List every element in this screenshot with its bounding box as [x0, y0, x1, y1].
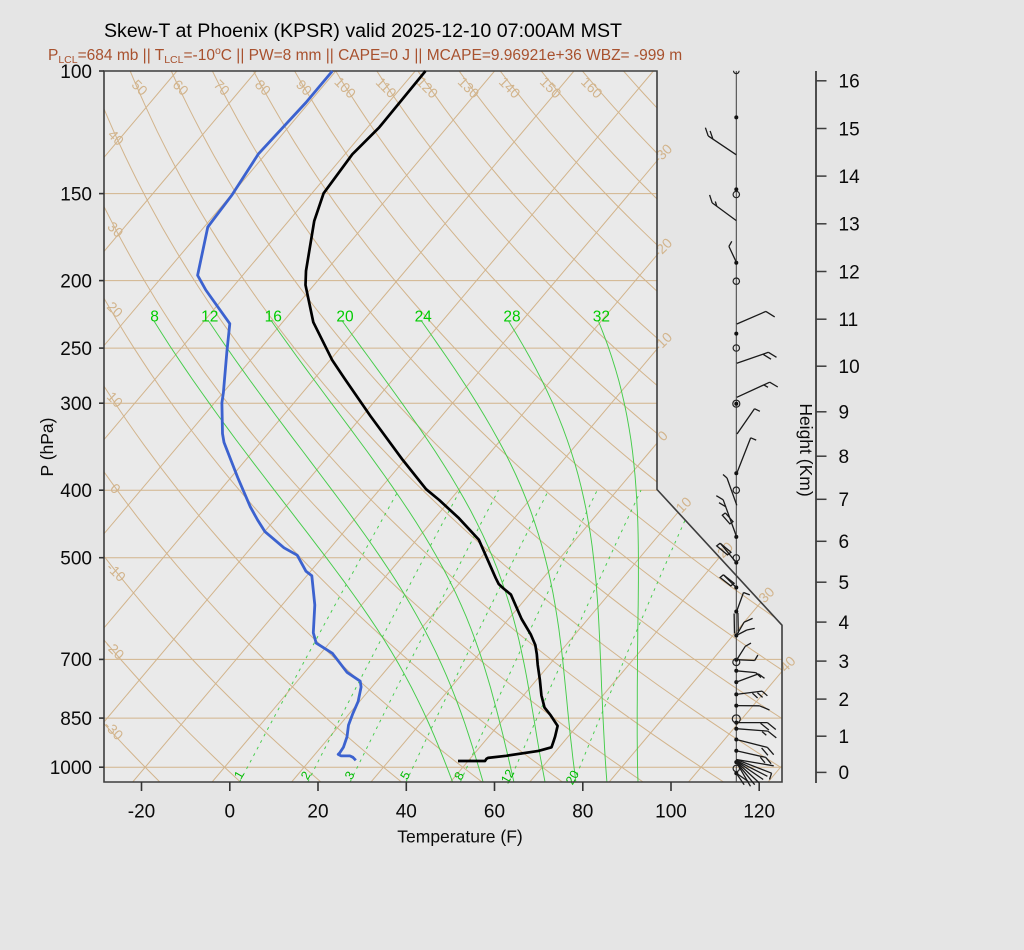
svg-text:12: 12	[201, 309, 218, 326]
svg-text:8: 8	[839, 447, 850, 468]
svg-text:16: 16	[839, 72, 860, 93]
svg-text:80: 80	[572, 802, 593, 823]
svg-text:-20: -20	[128, 802, 155, 823]
svg-text:20: 20	[307, 802, 328, 823]
svg-text:13: 13	[839, 215, 860, 236]
svg-text:5: 5	[839, 573, 850, 594]
svg-text:4: 4	[839, 613, 850, 634]
svg-text:15: 15	[839, 119, 860, 140]
svg-text:850: 850	[60, 709, 92, 730]
svg-text:0: 0	[225, 802, 236, 823]
svg-text:3: 3	[839, 652, 850, 673]
svg-text:9: 9	[839, 403, 850, 424]
svg-text:2: 2	[839, 690, 850, 711]
svg-text:P (hPa): P (hPa)	[37, 417, 57, 476]
svg-text:10: 10	[839, 357, 860, 378]
svg-text:8: 8	[150, 309, 159, 326]
svg-text:100: 100	[60, 62, 92, 83]
svg-text:150: 150	[60, 184, 92, 205]
svg-text:200: 200	[60, 271, 92, 292]
svg-text:14: 14	[839, 167, 861, 188]
svg-text:0: 0	[839, 763, 850, 784]
svg-text:16: 16	[265, 309, 282, 326]
svg-text:Height (Km): Height (Km)	[796, 403, 816, 496]
svg-text:PLCL=684 mb || TLCL=-10oC || P: PLCL=684 mb || TLCL=-10oC || PW=8 mm || …	[48, 45, 682, 66]
svg-text:11: 11	[839, 310, 859, 331]
svg-text:6: 6	[839, 532, 850, 553]
svg-text:500: 500	[60, 549, 92, 570]
svg-text:40: 40	[396, 802, 417, 823]
svg-text:700: 700	[60, 650, 92, 671]
svg-text:7: 7	[839, 490, 850, 511]
svg-text:1000: 1000	[50, 758, 92, 779]
svg-text:Temperature (F): Temperature (F)	[397, 827, 522, 847]
svg-text:28: 28	[503, 309, 520, 326]
svg-text:120: 120	[743, 802, 775, 823]
svg-text:100: 100	[655, 802, 687, 823]
svg-text:32: 32	[593, 309, 610, 326]
svg-text:20: 20	[336, 309, 354, 326]
svg-text:300: 300	[60, 394, 92, 415]
svg-text:60: 60	[484, 802, 505, 823]
svg-text:250: 250	[60, 339, 92, 360]
svg-text:400: 400	[60, 481, 92, 502]
svg-text:Skew-T at Phoenix (KPSR) valid: Skew-T at Phoenix (KPSR) valid 2025-12-1…	[104, 20, 622, 42]
svg-text:12: 12	[839, 262, 860, 283]
svg-text:1: 1	[839, 727, 850, 748]
svg-text:24: 24	[415, 309, 433, 326]
